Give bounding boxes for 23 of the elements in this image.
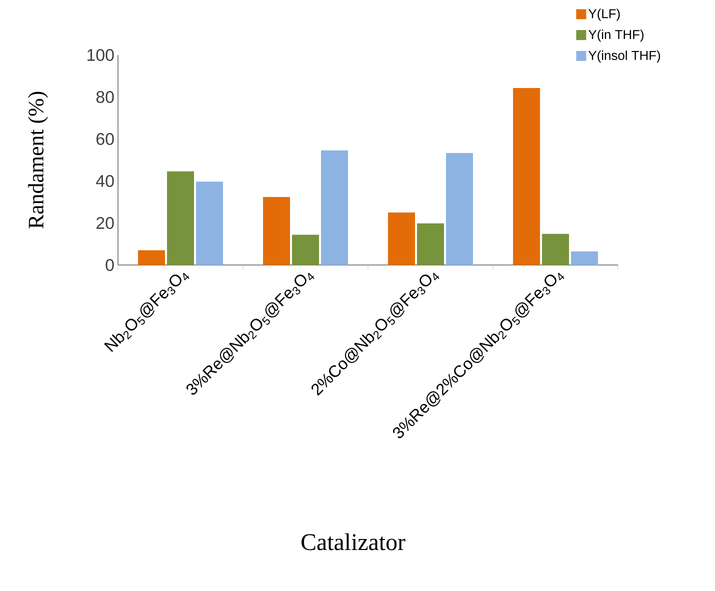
bar — [571, 251, 598, 265]
y-tick-label: 20 — [96, 216, 114, 229]
bar — [263, 196, 290, 265]
bar — [446, 153, 473, 265]
y-tick-label: 40 — [96, 174, 114, 187]
bar — [138, 250, 166, 265]
bar — [292, 234, 320, 265]
y-tick-label: 100 — [88, 48, 114, 61]
legend-label: Y(insol THF) — [588, 50, 660, 63]
bar — [321, 150, 348, 265]
y-tick-label: 80 — [96, 90, 114, 103]
bar — [196, 182, 223, 265]
bar — [513, 88, 540, 265]
y-tick-label: 60 — [96, 132, 114, 145]
legend-label: Y(LF) — [588, 8, 620, 21]
bar — [542, 234, 570, 265]
legend-label: Y(in THF) — [588, 30, 644, 42]
y-tick-label: 0 — [106, 258, 114, 271]
bar — [167, 171, 194, 265]
bar — [388, 212, 416, 265]
x-axis-title: Catalizator — [302, 533, 406, 550]
y-axis-title: Randament (%) — [28, 92, 48, 228]
bar — [417, 223, 444, 265]
